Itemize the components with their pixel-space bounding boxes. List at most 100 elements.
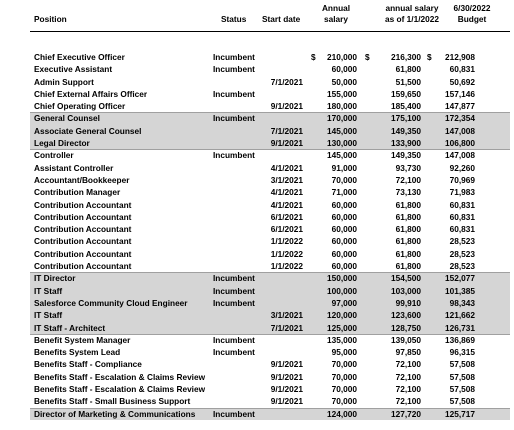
header-asof-line2: as of 1/1/2022 <box>385 14 439 24</box>
table-row: IT Staff Incumbent 100,000 103,000 101,385 <box>0 284 514 298</box>
table-row: Contribution Accountant 1/1/2022 60,000 61,… <box>0 248 514 260</box>
table-row: IT Staff - Architect 7/1/2021 125,000 128,7… <box>0 321 514 335</box>
start-date-cell: 6/1/2021 <box>270 211 303 222</box>
asof-salary-cell: 61,800 <box>395 261 421 272</box>
position-cell: Admin Support <box>34 76 94 87</box>
start-date-cell: 3/1/2021 <box>270 174 303 185</box>
budget-cell: 172,354 <box>445 113 475 124</box>
annual-salary-cell: 170,000 <box>327 113 357 124</box>
currency-sign: $ <box>311 52 316 62</box>
start-date-cell: 9/1/2021 <box>270 101 303 112</box>
position-cell: Contribution Accountant <box>34 199 132 210</box>
position-cell: Assistant Controller <box>34 162 114 173</box>
asof-salary-cell: 133,900 <box>391 138 421 149</box>
annual-salary-cell: 70,000 <box>331 384 357 395</box>
position-cell: IT Staff - Architect <box>34 322 106 333</box>
budget-cell: 125,717 <box>445 408 475 419</box>
position-cell: Contribution Accountant <box>34 236 132 247</box>
status-cell: Incumbent <box>213 347 255 358</box>
asof-salary-cell: 61,800 <box>395 64 421 75</box>
annual-salary-cell: 155,000 <box>327 88 357 99</box>
start-date-cell: 6/1/2021 <box>270 224 303 235</box>
annual-salary-cell: 97,000 <box>331 297 357 308</box>
table-row: Contribution Accountant 4/1/2021 60,000 61,… <box>0 199 514 211</box>
position-cell: Accountant/Bookkeeper <box>34 174 130 185</box>
position-cell: Benefits Staff - Escalation & Claims Rev… <box>34 384 206 395</box>
start-date-cell: 1/1/2022 <box>270 248 303 259</box>
table-row: Contribution Accountant 6/1/2021 60,000 61,… <box>0 211 514 223</box>
start-date-cell: 9/1/2021 <box>270 396 303 407</box>
table-row: Contribution Accountant 1/1/2022 60,000 61,… <box>0 235 514 247</box>
start-date-cell: 7/1/2021 <box>270 125 303 136</box>
asof-salary-cell: 128,750 <box>391 322 421 333</box>
position-cell: Chief External Affairs Officer <box>34 88 148 99</box>
asof-salary-cell: 99,910 <box>395 297 421 308</box>
asof-salary-cell: 72,100 <box>395 384 421 395</box>
budget-cell: 28,523 <box>449 248 475 259</box>
annual-salary-cell: 150,000 <box>327 273 357 284</box>
asof-salary-cell: 175,100 <box>391 113 421 124</box>
table-row: Benefits Staff - Compliance 9/1/2021 70,00… <box>0 358 514 370</box>
status-cell: Incumbent <box>213 52 255 62</box>
annual-salary-cell: 50,000 <box>331 76 357 87</box>
budget-cell: 101,385 <box>445 285 475 296</box>
budget-cell: 157,146 <box>445 88 475 99</box>
table-row: Director of Marketing & Communications In… <box>0 407 514 421</box>
budget-cell: 60,831 <box>449 211 475 222</box>
budget-cell: 57,508 <box>449 396 475 407</box>
asof-salary-cell: 61,800 <box>395 199 421 210</box>
asof-salary-cell: 72,100 <box>395 396 421 407</box>
budget-cell: 60,831 <box>449 224 475 235</box>
table-row: General Counsel Incumbent 170,000 175,100 17… <box>0 112 514 126</box>
annual-salary-cell: 95,000 <box>331 347 357 358</box>
start-date-cell: 4/1/2021 <box>270 199 303 210</box>
position-cell: Contribution Manager <box>34 187 121 198</box>
status-cell: Incumbent <box>213 64 255 75</box>
asof-salary-cell: 61,800 <box>395 211 421 222</box>
header-position: Position <box>34 14 67 24</box>
table-row: Benefits Staff - Escalation & Claims Rev… <box>0 371 514 383</box>
budget-cell: 92,260 <box>449 162 475 173</box>
asof-salary-cell: 159,650 <box>391 88 421 99</box>
annual-salary-cell: 100,000 <box>327 285 357 296</box>
annual-salary-cell: 70,000 <box>331 371 357 382</box>
position-cell: Chief Operating Officer <box>34 101 126 112</box>
asof-salary-cell: 61,800 <box>395 236 421 247</box>
budget-cell: 106,800 <box>445 138 475 149</box>
table-row: Assistant Controller 4/1/2021 91,000 93,730… <box>0 162 514 174</box>
asof-salary-cell: 97,850 <box>395 347 421 358</box>
budget-cell: 121,662 <box>445 310 475 321</box>
position-cell: Chief Executive Officer <box>34 52 125 62</box>
asof-salary-cell: 73,130 <box>395 187 421 198</box>
table-row: Benefits Staff - Escalation & Claims Rev… <box>0 383 514 395</box>
asof-salary-cell: 149,350 <box>391 150 421 161</box>
budget-cell: 136,869 <box>445 334 475 345</box>
position-cell: Legal Director <box>34 138 90 149</box>
start-date-cell: 4/1/2021 <box>270 162 303 173</box>
header-start-date: Start date <box>262 14 301 24</box>
budget-cell: 57,508 <box>449 359 475 370</box>
budget-cell: 98,343 <box>449 297 475 308</box>
start-date-cell: 9/1/2021 <box>270 138 303 149</box>
budget-cell: 28,523 <box>449 236 475 247</box>
table-row: Benefits System Lead Incumbent 95,000 97,85… <box>0 346 514 358</box>
header-asof-line1: annual salary <box>385 3 439 13</box>
start-date-cell: 7/1/2021 <box>270 76 303 87</box>
annual-salary-cell: 135,000 <box>327 334 357 345</box>
annual-salary-cell: 180,000 <box>327 101 357 112</box>
asof-salary-cell: 72,100 <box>395 174 421 185</box>
position-cell: Associate General Counsel <box>34 125 142 136</box>
table-row: Controller Incumbent 145,000 149,350 147,008 <box>0 149 514 161</box>
position-cell: Contribution Accountant <box>34 211 132 222</box>
status-cell: Incumbent <box>213 150 255 161</box>
currency-sign: $ <box>365 52 370 62</box>
asof-salary-cell: 123,600 <box>391 310 421 321</box>
annual-salary-cell: 60,000 <box>331 261 357 272</box>
position-cell: Benefits Staff - Compliance <box>34 359 142 370</box>
asof-salary-cell: 103,000 <box>391 285 421 296</box>
annual-salary-cell: 70,000 <box>331 359 357 370</box>
asof-salary-cell: 51,500 <box>395 76 421 87</box>
asof-salary-cell: 154,500 <box>391 273 421 284</box>
budget-cell: 60,831 <box>449 64 475 75</box>
position-cell: Contribution Accountant <box>34 248 132 259</box>
